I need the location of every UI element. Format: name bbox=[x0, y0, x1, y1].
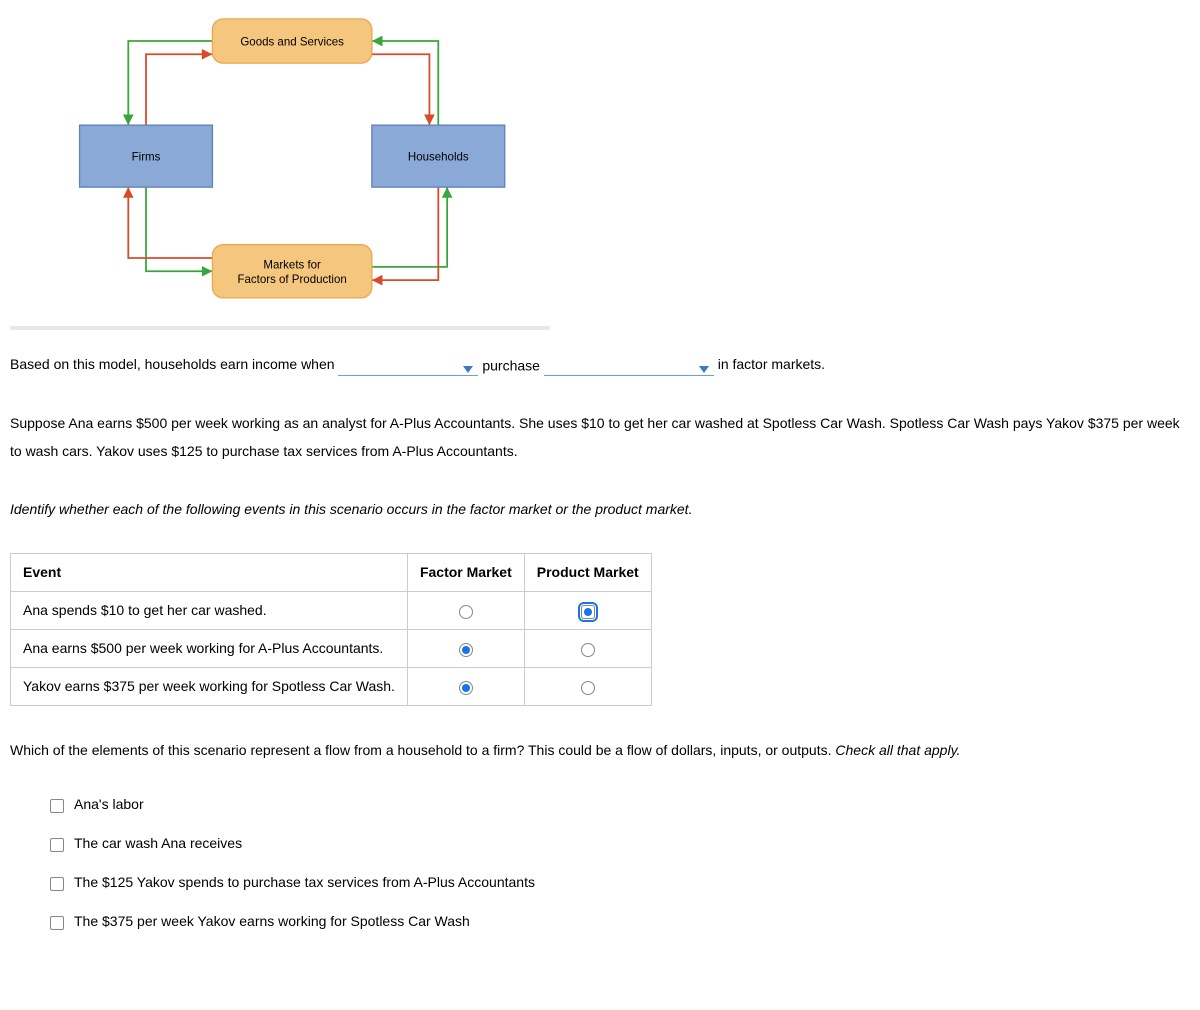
table-instruction: Identify whether each of the following e… bbox=[10, 495, 1190, 523]
event-cell: Ana earns $500 per week working for A-Pl… bbox=[11, 630, 408, 668]
check-label: The car wash Ana receives bbox=[74, 835, 242, 851]
svg-text:Markets for: Markets for bbox=[263, 260, 321, 272]
radio-factor[interactable] bbox=[459, 681, 473, 695]
table-row: Ana earns $500 per week working for A-Pl… bbox=[11, 630, 652, 668]
check-item: The $375 per week Yakov earns working fo… bbox=[50, 911, 1190, 932]
checkbox[interactable] bbox=[50, 877, 64, 891]
check-label: The $125 Yakov spends to purchase tax se… bbox=[74, 874, 535, 890]
checklist: Ana's labor The car wash Ana receives The … bbox=[50, 794, 1190, 932]
check-label: Ana's labor bbox=[74, 796, 144, 812]
fill-in-sentence: Based on this model, households earn inc… bbox=[10, 350, 1190, 379]
check-item: The $125 Yakov spends to purchase tax se… bbox=[50, 872, 1190, 893]
table-header: Product Market bbox=[524, 554, 651, 592]
table-row: Yakov earns $375 per week working for Sp… bbox=[11, 668, 652, 706]
check-label: The $375 per week Yakov earns working fo… bbox=[74, 913, 470, 929]
scenario-text: Suppose Ana earns $500 per week working … bbox=[10, 409, 1190, 465]
circular-flow-diagram: Goods and Services Firms Households Markets… bbox=[10, 10, 550, 330]
sentence-mid: purchase bbox=[482, 357, 540, 373]
table-header: Event bbox=[11, 554, 408, 592]
table-header: Factor Market bbox=[407, 554, 524, 592]
question-flow-text: Which of the elements of this scenario r… bbox=[10, 742, 835, 758]
checkbox[interactable] bbox=[50, 838, 64, 852]
radio-product[interactable] bbox=[581, 681, 595, 695]
svg-text:Households: Households bbox=[408, 152, 469, 164]
dropdown-what[interactable] bbox=[544, 354, 714, 376]
question-flow-hint: Check all that apply. bbox=[835, 742, 960, 758]
radio-factor[interactable] bbox=[459, 643, 473, 657]
radio-factor[interactable] bbox=[459, 605, 473, 619]
dropdown-who[interactable] bbox=[338, 354, 478, 376]
sentence-part1: Based on this model, households earn inc… bbox=[10, 356, 335, 372]
sentence-part2: in factor markets. bbox=[718, 356, 825, 372]
table-row: Ana spends $10 to get her car washed. bbox=[11, 592, 652, 630]
market-table: EventFactor MarketProduct Market Ana spe… bbox=[10, 553, 652, 706]
svg-text:Goods and Services: Goods and Services bbox=[240, 36, 344, 48]
svg-text:Firms: Firms bbox=[132, 152, 161, 164]
check-item: The car wash Ana receives bbox=[50, 833, 1190, 854]
event-cell: Yakov earns $375 per week working for Sp… bbox=[11, 668, 408, 706]
event-cell: Ana spends $10 to get her car washed. bbox=[11, 592, 408, 630]
question-flow: Which of the elements of this scenario r… bbox=[10, 736, 1190, 764]
check-item: Ana's labor bbox=[50, 794, 1190, 815]
svg-text:Factors of Production: Factors of Production bbox=[237, 274, 346, 286]
radio-product[interactable] bbox=[581, 643, 595, 657]
checkbox[interactable] bbox=[50, 799, 64, 813]
radio-product[interactable] bbox=[581, 605, 595, 619]
checkbox[interactable] bbox=[50, 916, 64, 930]
